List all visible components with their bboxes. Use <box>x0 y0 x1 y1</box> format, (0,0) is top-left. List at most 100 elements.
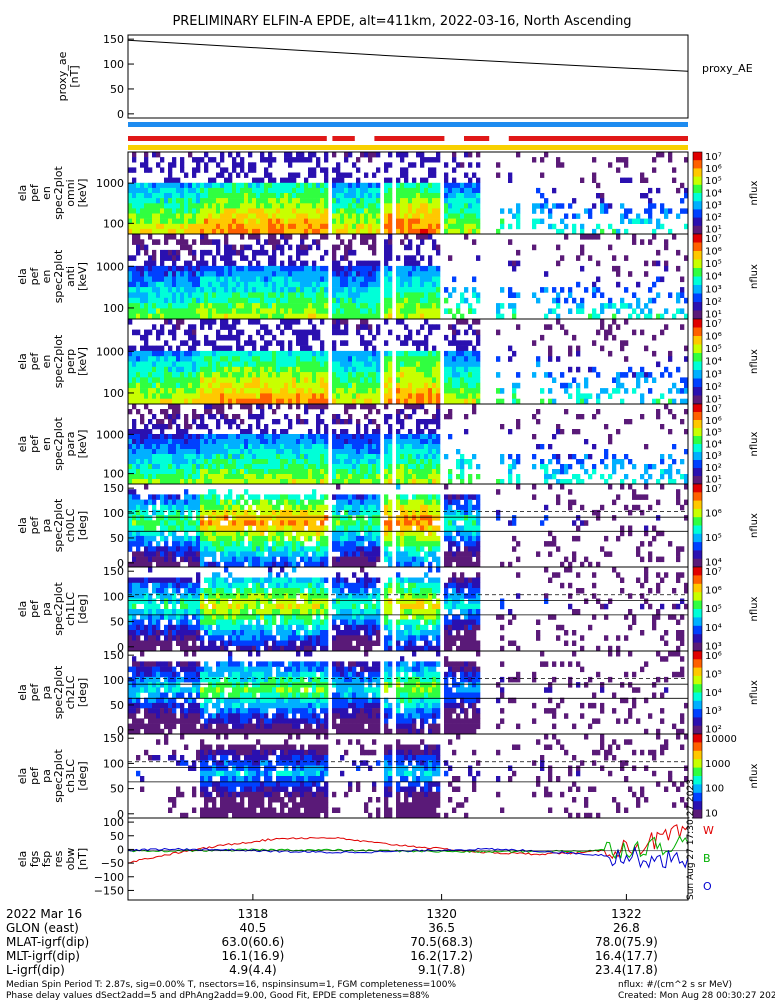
spectrogram-cell <box>168 449 173 455</box>
spectrogram-cell <box>360 260 365 267</box>
spectrogram-cell <box>156 198 161 204</box>
spectrogram-cell <box>396 334 401 341</box>
spectrogram-cell <box>400 444 405 450</box>
spectrogram-cell <box>164 474 169 480</box>
spectrogram-cell <box>332 398 337 405</box>
spectrogram-cell <box>300 308 305 314</box>
spectrogram-cell <box>664 324 669 330</box>
spectrogram-cell <box>212 350 217 357</box>
spectrogram-cell <box>424 177 429 183</box>
spectrogram-cell <box>508 239 513 245</box>
spectrogram-cell <box>332 350 337 357</box>
spectrogram-cell <box>468 152 473 158</box>
spectrogram-cell <box>548 324 553 330</box>
spectrogram-cell <box>592 414 597 420</box>
spectrogram-cell <box>128 182 133 189</box>
spectrogram-cell <box>388 382 393 389</box>
spectrogram-cell <box>260 287 265 293</box>
spectrogram-cell <box>340 265 345 272</box>
spectrogram-cell <box>220 228 225 235</box>
spectrogram-cell <box>204 203 209 209</box>
spectrogram-cell <box>436 444 441 450</box>
spectrogram-cell <box>340 449 345 455</box>
spectrogram-cell <box>140 504 145 511</box>
spectrogram-cell <box>264 474 269 480</box>
spectrogram-cell <box>324 398 329 405</box>
spectrogram-cell <box>424 157 429 163</box>
spectrogram-cell <box>264 218 269 224</box>
spectrogram-cell <box>348 449 353 455</box>
spectrogram-cell <box>556 157 561 163</box>
spectrogram-cell <box>164 239 169 245</box>
spectrogram-cell <box>176 382 181 389</box>
spectrogram-cell <box>448 203 453 209</box>
spectrogram-cell <box>132 213 137 219</box>
spectrogram-cell <box>188 525 193 531</box>
spectrogram-cell <box>568 345 573 352</box>
spectrogram-cell <box>160 525 165 531</box>
spectrogram-cell <box>424 464 429 470</box>
spectrogram-cell <box>452 361 457 368</box>
spectrogram-cell <box>432 324 437 330</box>
spectrogram-cell <box>212 213 217 219</box>
spectrogram-cell <box>148 198 153 204</box>
spectrogram-cell <box>320 366 325 373</box>
spectrogram-cell <box>588 313 593 320</box>
spectrogram-cell <box>388 308 393 314</box>
spectrogram-cell <box>268 234 273 240</box>
spectrogram-cell <box>212 356 217 362</box>
spectrogram-cell <box>144 213 149 219</box>
spectrogram-cell <box>432 228 437 235</box>
spectrogram-cell <box>264 382 269 389</box>
spectrogram-cell <box>324 350 329 357</box>
spectrogram-cell <box>584 208 589 214</box>
spectrogram-cell <box>416 308 421 314</box>
spectrogram-cell <box>332 434 337 440</box>
spectrogram-cell <box>332 287 337 293</box>
spectrogram-cell <box>312 350 317 357</box>
spectrogram-cell <box>604 334 609 341</box>
spectrogram-cell <box>336 234 341 240</box>
spectrogram-cell <box>416 361 421 368</box>
spectrogram-cell <box>340 388 345 394</box>
spectrogram-cell <box>296 157 301 163</box>
spectrogram-cell <box>216 244 221 251</box>
spectrogram-cell <box>204 350 209 357</box>
spectrogram-cell <box>456 213 461 219</box>
spectrogram-cell <box>648 287 653 293</box>
spectrogram-cell <box>344 439 349 445</box>
spectrogram-cell <box>144 193 149 199</box>
spectrogram-cell <box>268 239 273 245</box>
spectrogram-cell <box>416 193 421 199</box>
spectrogram-cell <box>368 287 373 293</box>
spectrogram-cell <box>404 404 409 410</box>
spectrogram-cell <box>228 393 233 399</box>
spectrogram-cell <box>592 340 597 346</box>
spectrogram-cell <box>352 213 357 219</box>
spectrogram-cell <box>244 208 249 214</box>
spectrogram-cell <box>460 198 465 204</box>
spectrogram-cell <box>376 324 381 330</box>
spectrogram-cell <box>284 372 289 378</box>
spectrogram-cell <box>188 182 193 189</box>
spectrogram-cell <box>144 546 149 552</box>
spectrogram-cell <box>468 198 473 204</box>
spectrogram-cell <box>364 287 369 293</box>
spectrogram-cell <box>176 404 181 410</box>
spectrogram-cell <box>236 265 241 272</box>
spectrogram-cell <box>340 292 345 298</box>
spectrogram-cell <box>624 162 629 168</box>
spectrogram-cell <box>428 454 433 460</box>
spectrogram-cell <box>168 434 173 440</box>
spectrogram-cell <box>152 474 157 480</box>
spectrogram-cell <box>156 287 161 293</box>
spectrogram-cell <box>152 223 157 230</box>
spectrogram-cell <box>128 292 133 298</box>
spectrogram-cell <box>436 382 441 389</box>
spectrogram-cell <box>400 454 405 460</box>
spectrogram-cell <box>644 208 649 214</box>
spectrogram-cell <box>164 361 169 368</box>
spectrogram-cell <box>500 287 505 293</box>
spectrogram-cell <box>612 334 617 341</box>
spectrogram-cell <box>252 469 257 475</box>
